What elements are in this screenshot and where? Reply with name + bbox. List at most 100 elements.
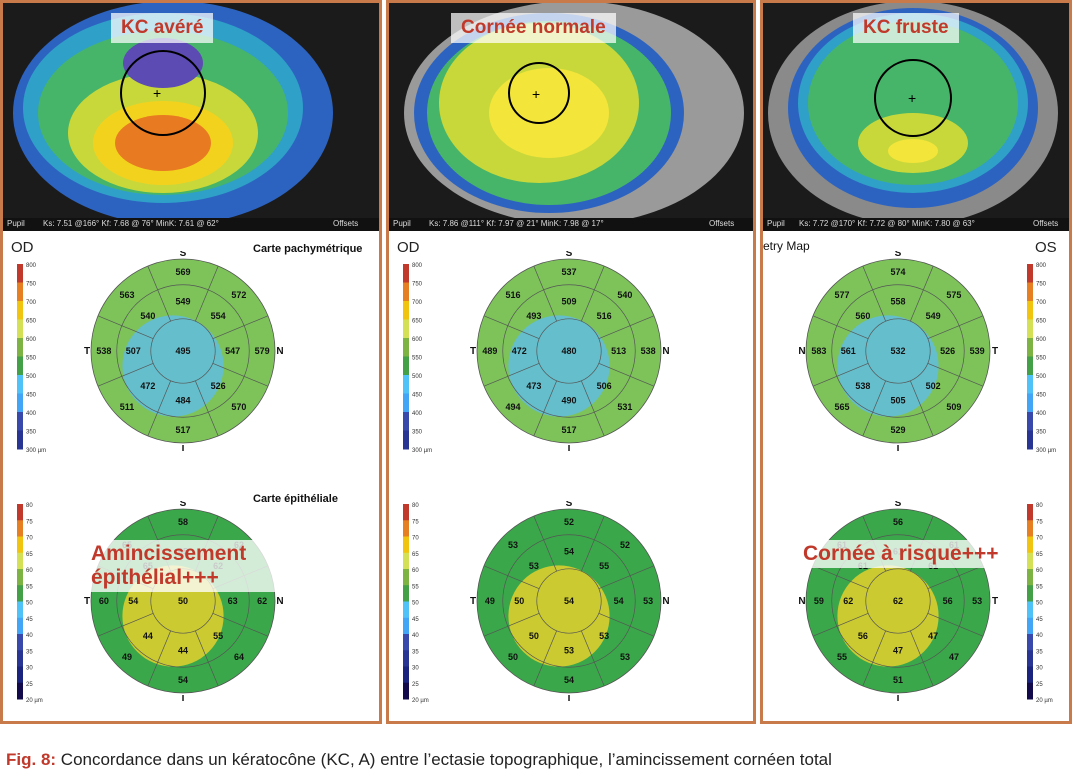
- scale-tick: 300 µm: [412, 448, 432, 454]
- scale-swatch: [403, 585, 409, 602]
- pupil-tag: Pupil: [393, 219, 411, 228]
- inner-value: 502: [926, 381, 941, 391]
- sector-label-i: I: [182, 444, 185, 451]
- scale-swatch: [1027, 520, 1033, 537]
- sector-label-right: N: [276, 346, 283, 357]
- outer-value: 531: [617, 402, 632, 412]
- inner-value: 47: [928, 631, 938, 641]
- outer-value: 509: [946, 402, 961, 412]
- scale-swatch: [403, 552, 409, 570]
- sector-line: [194, 630, 219, 687]
- topo-status: Ks: 7.51 @166° Kf: 7.68 @ 76° MinK: 7.61…: [43, 219, 219, 228]
- svg-text:+: +: [908, 90, 916, 106]
- scale-tick: 45: [26, 617, 33, 623]
- sector-line: [598, 565, 655, 590]
- scale-tick: 30: [1036, 666, 1043, 672]
- ring: [831, 284, 965, 418]
- scale-tick: 750: [26, 282, 37, 288]
- caption-fig: Fig. 8:: [6, 750, 57, 769]
- topo-status: Ks: 7.72 @170° Kf: 7.72 @ 80° MinK: 7.80…: [799, 219, 975, 228]
- scale-swatch: [1027, 282, 1033, 302]
- scale-swatch: [1027, 634, 1033, 651]
- scale-tick: 750: [412, 282, 423, 288]
- sector-line: [97, 315, 154, 340]
- inner-value: 54: [614, 596, 624, 606]
- inner-value: 53: [599, 631, 609, 641]
- outer-value: 540: [617, 290, 632, 300]
- epithelial-map: 54 54 55 54 53 53 50 50 53 52 52 53 53 54 50 49 53 S I T N: [459, 498, 679, 706]
- outer-value: 565: [835, 402, 850, 412]
- sector-line: [862, 630, 887, 687]
- scale-tick: 500: [412, 374, 423, 380]
- sector-line: [927, 612, 984, 637]
- sector-label-s: S: [895, 251, 902, 259]
- outer-value: 52: [620, 540, 630, 550]
- inner-value: 513: [611, 346, 626, 356]
- sector-line: [483, 315, 540, 340]
- figure-caption: Fig. 8: Concordance dans un kératocône (…: [6, 750, 832, 770]
- scale-swatch: [1027, 666, 1033, 684]
- center-value: 62: [893, 596, 903, 606]
- scale-tick: 50: [412, 601, 419, 607]
- ring: [116, 284, 250, 418]
- outer-value: 53: [643, 596, 653, 606]
- scale-swatch: [17, 356, 23, 376]
- scale-swatch: [1027, 301, 1033, 320]
- sector-line: [483, 612, 540, 637]
- epi-color-scale: 80 75 70 65 60 55 50 45 40 35 30 25 20 µm: [15, 501, 55, 711]
- scale-tick: 700: [1036, 300, 1047, 306]
- inner-value: 473: [526, 381, 541, 391]
- inner-value: 554: [211, 311, 226, 321]
- outer-value: 489: [482, 346, 497, 356]
- scale-tick: 40: [26, 633, 33, 639]
- scale-swatch: [403, 319, 409, 339]
- inner-value: 507: [126, 346, 141, 356]
- scale-swatch: [17, 569, 23, 586]
- epi-title: Carte épithéliale: [253, 493, 338, 505]
- scale-tick: 650: [412, 319, 423, 325]
- center-value: 480: [561, 346, 576, 356]
- sector-line: [147, 380, 172, 437]
- scale-tick: 350: [412, 430, 423, 436]
- map-zone: [508, 565, 610, 667]
- inner-value: 538: [855, 381, 870, 391]
- scale-tick: 300 µm: [26, 448, 46, 454]
- outer-value: 58: [178, 517, 188, 527]
- outer-value: 50: [508, 652, 518, 662]
- outer-value: 64: [234, 652, 244, 662]
- scale-tick: 750: [1036, 282, 1047, 288]
- topo-label: Cornée normale: [451, 13, 616, 43]
- inner-value: 561: [841, 346, 856, 356]
- inner-value: 54: [128, 596, 138, 606]
- sector-label-s: S: [895, 501, 902, 509]
- ring: [805, 508, 991, 694]
- sector-label-left: T: [84, 346, 90, 357]
- outer-value: 569: [175, 267, 190, 277]
- sector-line: [598, 362, 655, 387]
- scale-swatch: [17, 338, 23, 357]
- scale-tick: 550: [26, 356, 37, 362]
- center-value: 495: [175, 346, 190, 356]
- pachy-color-scale: 800 750 700 650 600 550 500 450 400 350 300 µm: [401, 261, 441, 461]
- sector-line: [580, 515, 605, 572]
- scale-swatch: [1027, 412, 1033, 431]
- outer-value: 511: [120, 402, 135, 412]
- sector-line: [598, 315, 655, 340]
- offsets-tag: Offsets: [1033, 219, 1059, 228]
- scale-swatch: [403, 569, 409, 586]
- sector-label-i: I: [182, 694, 185, 701]
- scale-tick: 400: [26, 411, 37, 417]
- scale-swatch: [17, 634, 23, 651]
- scale-tick: 400: [412, 411, 423, 417]
- sector-line: [812, 315, 869, 340]
- sector-line: [533, 380, 558, 437]
- scale-tick: 40: [412, 633, 419, 639]
- inner-value: 44: [143, 631, 153, 641]
- scale-tick: 65: [26, 552, 33, 558]
- pupil-tag: Pupil: [767, 219, 785, 228]
- outer-value: 572: [231, 290, 246, 300]
- ring: [831, 534, 965, 668]
- scale-swatch: [403, 412, 409, 431]
- sector-line: [97, 362, 154, 387]
- outer-value: 53: [972, 596, 982, 606]
